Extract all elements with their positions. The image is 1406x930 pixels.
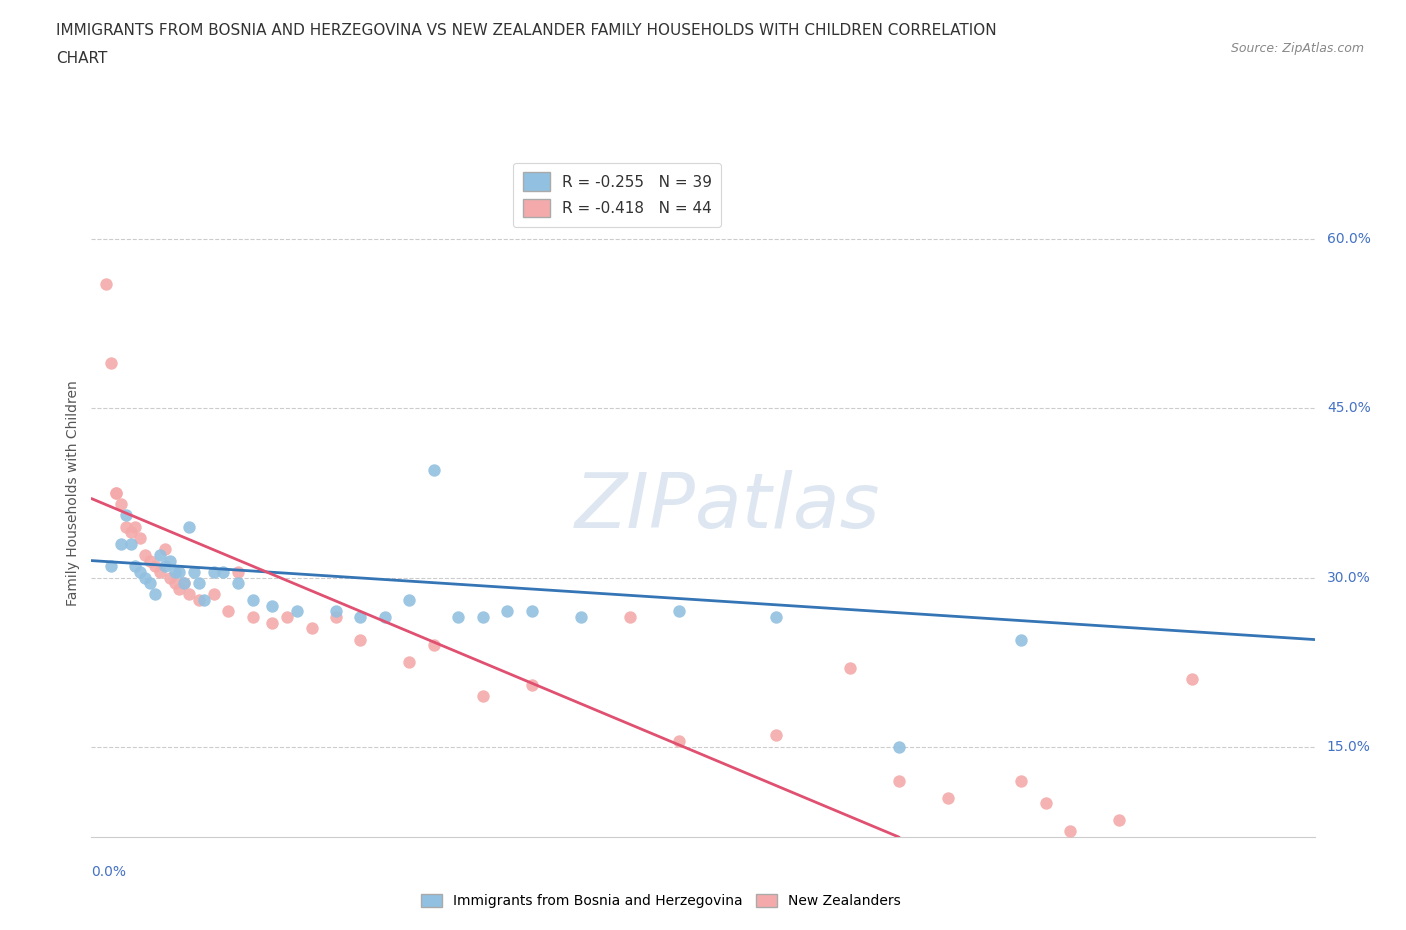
Point (1035, 796, 1057, 811)
Point (114, 508, 136, 523)
Point (349, 632, 371, 647)
Point (1010, 632, 1032, 647)
Text: IMMIGRANTS FROM BOSNIA AND HERZEGOVINA VS NEW ZEALANDER FAMILY HOUSEHOLDS WITH C: IMMIGRANTS FROM BOSNIA AND HERZEGOVINA V… (56, 23, 997, 38)
Point (193, 592, 215, 607)
Point (285, 604, 308, 618)
Text: 0.0%: 0.0% (91, 865, 127, 879)
Point (143, 587, 166, 602)
Point (183, 565, 205, 579)
Point (374, 609, 396, 624)
Point (471, 609, 494, 624)
Point (1010, 773, 1032, 788)
Point (423, 463, 446, 478)
Point (159, 553, 181, 568)
Point (134, 570, 156, 585)
Point (124, 519, 146, 534)
Point (179, 587, 201, 602)
Point (398, 655, 420, 670)
Point (202, 587, 225, 602)
Point (120, 525, 142, 539)
Point (212, 565, 235, 579)
Point (496, 604, 519, 618)
Point (325, 604, 347, 618)
Point (276, 609, 298, 624)
Point (262, 616, 284, 631)
Point (838, 660, 860, 675)
Point (765, 728, 787, 743)
Point (159, 570, 181, 585)
Point (110, 497, 132, 512)
Point (301, 621, 323, 636)
Point (169, 565, 191, 579)
Point (129, 565, 152, 579)
Point (423, 638, 446, 653)
Text: 45.0%: 45.0% (1327, 401, 1371, 416)
Point (179, 519, 201, 534)
Point (139, 553, 162, 568)
Point (134, 548, 156, 563)
Text: Source: ZipAtlas.com: Source: ZipAtlas.com (1230, 42, 1364, 55)
Legend: R = -0.255   N = 39, R = -0.418   N = 44: R = -0.255 N = 39, R = -0.418 N = 44 (513, 164, 721, 227)
Point (887, 739, 910, 754)
Point (110, 537, 132, 551)
Point (153, 559, 176, 574)
Point (153, 542, 176, 557)
Point (349, 609, 371, 624)
Point (188, 576, 211, 591)
Point (149, 548, 172, 563)
Point (202, 565, 225, 579)
Y-axis label: Family Households with Children: Family Households with Children (66, 380, 80, 605)
Point (149, 565, 172, 579)
Point (139, 576, 162, 591)
Point (668, 604, 690, 618)
Point (447, 609, 470, 624)
Legend: Immigrants from Bosnia and Herzegovina, New Zealanders: Immigrants from Bosnia and Herzegovina, … (415, 889, 907, 914)
Point (124, 559, 146, 574)
Point (143, 559, 166, 574)
Point (520, 677, 543, 692)
Point (325, 609, 347, 624)
Point (163, 576, 186, 591)
Text: CHART: CHART (56, 51, 108, 66)
Point (129, 531, 152, 546)
Point (262, 598, 284, 613)
Point (520, 604, 543, 618)
Point (163, 565, 186, 579)
Point (765, 609, 787, 624)
Point (226, 576, 249, 591)
Point (94, 277, 117, 292)
Point (936, 790, 959, 805)
Point (217, 604, 239, 618)
Point (242, 609, 264, 624)
Point (104, 485, 127, 500)
Point (104, 485, 127, 500)
Point (242, 592, 264, 607)
Point (1059, 824, 1081, 839)
Point (398, 592, 420, 607)
Point (471, 688, 494, 703)
Point (173, 576, 195, 591)
Point (569, 609, 592, 624)
Point (120, 537, 142, 551)
Point (1181, 671, 1204, 686)
Point (173, 576, 195, 591)
Point (619, 609, 641, 624)
Text: 60.0%: 60.0% (1327, 232, 1371, 246)
Point (226, 565, 249, 579)
Text: 30.0%: 30.0% (1327, 570, 1371, 585)
Point (114, 519, 136, 534)
Point (1108, 813, 1130, 828)
Point (169, 581, 191, 596)
Point (668, 734, 690, 749)
Point (100, 355, 122, 370)
Text: 15.0%: 15.0% (1327, 739, 1371, 753)
Point (887, 773, 910, 788)
Point (100, 559, 122, 574)
Point (188, 592, 211, 607)
Text: ZIPatlas: ZIPatlas (575, 470, 880, 544)
